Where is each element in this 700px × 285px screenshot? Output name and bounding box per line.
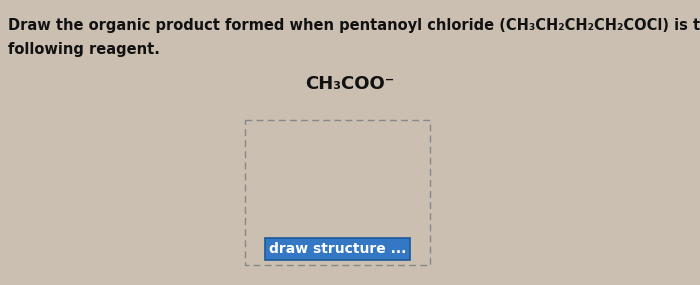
Text: CH₃COO⁻: CH₃COO⁻	[305, 75, 395, 93]
Bar	[245, 120, 430, 265]
Text: following reagent.: following reagent.	[8, 42, 160, 57]
FancyBboxPatch shape	[265, 238, 410, 260]
Text: Draw the organic product formed when pentanoyl chloride (CH₃CH₂CH₂CH₂COCl) is tr: Draw the organic product formed when pen…	[8, 18, 700, 33]
Text: draw structure ...: draw structure ...	[269, 242, 406, 256]
